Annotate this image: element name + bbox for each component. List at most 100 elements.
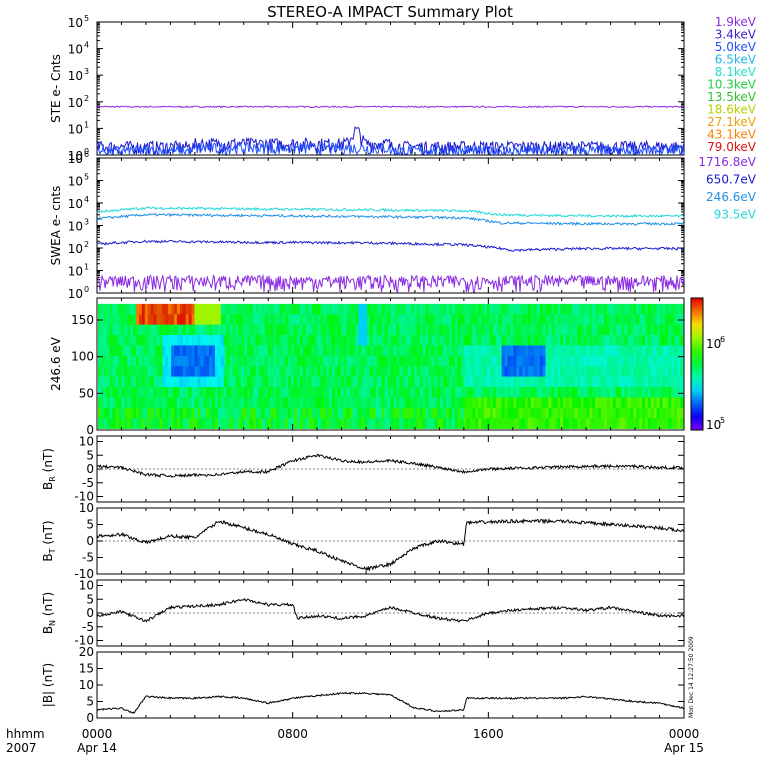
pad-heatmap-cell: [413, 407, 418, 419]
pad-heatmap-cell: [653, 314, 658, 326]
pad-heatmap-cell: [320, 345, 324, 357]
pad-heatmap-cell: [659, 355, 663, 367]
pad-heatmap-cell: [656, 324, 660, 336]
pad-heatmap-cell: [367, 345, 371, 357]
pad-heatmap-cell: [650, 355, 655, 367]
pad-heatmap-cell: [323, 314, 327, 326]
pad-heatmap-cell: [296, 418, 301, 429]
pad-heatmap-cell: [475, 335, 479, 346]
pad-heatmap-cell: [299, 314, 304, 326]
pad-heatmap-cell: [340, 397, 345, 409]
pad-heatmap-cell: [273, 376, 277, 388]
pad-heatmap-cell: [542, 376, 546, 388]
pad-heatmap-cell: [539, 366, 543, 377]
pad-heatmap-cell: [282, 345, 286, 357]
pad-heatmap-cell: [203, 386, 207, 398]
pad-heatmap-cell: [460, 418, 465, 429]
pad-heatmap-cell: [165, 345, 169, 357]
pad-heatmap-cell: [399, 376, 403, 388]
pad-heatmap-cell: [273, 355, 277, 367]
pad-heatmap-cell: [162, 314, 166, 326]
pad-heatmap-cell: [381, 386, 386, 398]
pad-heatmap-cell: [463, 303, 467, 315]
pad-heatmap-cell: [185, 314, 190, 326]
pad-heatmap-cell: [241, 418, 245, 429]
pad-heatmap-cell: [598, 407, 602, 419]
pad-heatmap-cell: [179, 397, 184, 409]
pad-heatmap-cell: [302, 366, 307, 377]
pad-heatmap-cell: [560, 303, 564, 315]
pad-heatmap-cell: [355, 303, 359, 315]
pad-heatmap-cell: [677, 345, 681, 357]
pad-heatmap-cell: [144, 335, 149, 346]
pad-heatmap-cell: [609, 366, 614, 377]
pad-heatmap-cell: [402, 314, 406, 326]
pad-heatmap-cell: [533, 355, 538, 367]
pad-heatmap-cell: [662, 355, 666, 367]
pad-heatmap-cell: [115, 324, 119, 336]
pad-heatmap-cell: [153, 418, 157, 429]
pad-heatmap-cell: [311, 314, 315, 326]
pad-heatmap-cell: [384, 324, 388, 336]
pad-heatmap-cell: [568, 366, 573, 377]
pad-heatmap-cell: [399, 366, 403, 377]
pad-heatmap-cell: [674, 355, 678, 367]
pad-heatmap-cell: [367, 366, 371, 377]
pad-heatmap-cell: [457, 407, 462, 419]
pad-heatmap-cell: [378, 335, 383, 346]
pad-heatmap-cell: [481, 407, 485, 419]
pad-heatmap-cell: [372, 397, 377, 409]
pad-heatmap-cell: [501, 303, 505, 315]
pad-heatmap-cell: [337, 407, 342, 419]
pad-heatmap-cell: [334, 303, 339, 315]
pad-heatmap-cell: [100, 376, 105, 388]
pad-heatmap-cell: [419, 407, 424, 419]
pad-heatmap-cell: [583, 418, 587, 429]
pad-heatmap-cell: [560, 355, 564, 367]
pad-heatmap-cell: [238, 386, 242, 398]
pad-heatmap-cell: [498, 324, 503, 336]
pad-heatmap-cell: [229, 345, 233, 357]
pad-heatmap-cell: [557, 345, 561, 357]
pad-heatmap-cell: [209, 397, 213, 409]
pad-heatmap-cell: [253, 303, 257, 315]
pad-heatmap-cell: [615, 407, 620, 419]
pad-heatmap-cell: [352, 345, 356, 357]
pad-heatmap-cell: [454, 303, 459, 315]
pad-heatmap-cell: [255, 386, 260, 398]
pad-heatmap-cell: [454, 386, 459, 398]
pad-heatmap-cell: [314, 418, 318, 429]
pad-heatmap-cell: [542, 386, 546, 398]
pad-heatmap-cell: [285, 324, 289, 336]
pad-heatmap-cell: [586, 303, 590, 315]
pad-heatmap-cell: [621, 407, 625, 419]
pad-heatmap-cell: [326, 418, 330, 429]
bmag-ytick-label: 15: [79, 662, 94, 676]
bmag-ytick-label: 10: [79, 678, 94, 692]
pad-heatmap-cell: [302, 345, 307, 357]
pad-heatmap-cell: [662, 407, 666, 419]
pad-heatmap-cell: [504, 376, 508, 388]
pad-heatmap-cell: [422, 345, 426, 357]
pad-heatmap-cell: [507, 303, 511, 315]
pad-heatmap-cell: [530, 345, 535, 357]
pad-heatmap-cell: [352, 407, 356, 419]
pad-heatmap-cell: [282, 386, 286, 398]
pad-heatmap-cell: [171, 303, 175, 315]
pad-heatmap-cell: [563, 345, 567, 357]
pad-heatmap-cell: [100, 386, 105, 398]
pad-heatmap-cell: [171, 397, 175, 409]
pad-heatmap-cell: [168, 335, 172, 346]
pad-heatmap-cell: [191, 345, 195, 357]
pad-heatmap-cell: [197, 386, 201, 398]
swea-legend-item: 1716.8eV: [698, 155, 756, 169]
pad-heatmap-cell: [609, 303, 614, 315]
pad-heatmap-cell: [457, 324, 462, 336]
pad-heatmap-cell: [642, 418, 646, 429]
pad-heatmap-cell: [370, 386, 374, 398]
pad-heatmap-cell: [302, 376, 307, 388]
pad-colorbar: [690, 297, 704, 431]
pad-heatmap-cell: [416, 418, 421, 429]
pad-heatmap-cell: [656, 355, 660, 367]
